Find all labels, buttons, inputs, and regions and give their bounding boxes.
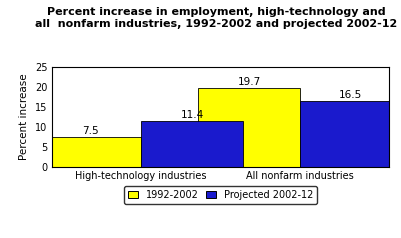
- Text: 19.7: 19.7: [237, 77, 261, 87]
- Text: Percent increase in employment, high-technology and
all  nonfarm industries, 199: Percent increase in employment, high-tec…: [35, 7, 398, 29]
- Legend: 1992-2002, Projected 2002-12: 1992-2002, Projected 2002-12: [124, 186, 317, 204]
- Bar: [198, 88, 300, 167]
- Text: 7.5: 7.5: [82, 126, 99, 136]
- Y-axis label: Percent increase: Percent increase: [19, 73, 29, 160]
- Bar: [141, 121, 243, 167]
- Bar: [300, 101, 401, 167]
- Bar: [39, 137, 141, 167]
- Text: 16.5: 16.5: [339, 90, 363, 100]
- Text: 11.4: 11.4: [180, 110, 204, 120]
